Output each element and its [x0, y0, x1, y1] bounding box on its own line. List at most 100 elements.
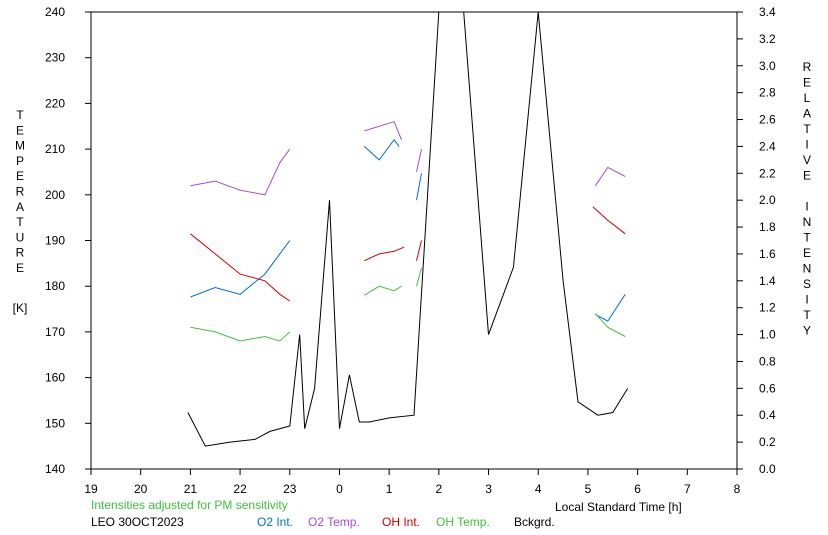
right-tick-label: 0.2: [759, 435, 776, 449]
right-tick-label: 2.4: [759, 139, 776, 153]
right-axis-title-letter: T: [803, 231, 811, 245]
right-tick-label: 1.4: [759, 274, 776, 288]
legend-bckgrd: Bckgrd.: [514, 515, 555, 529]
series-segment: [190, 148, 291, 196]
x-tick-label: 23: [283, 482, 297, 496]
legend-o2-temp: O2 Temp.: [308, 515, 360, 529]
x-tick-label: 2: [436, 482, 443, 496]
series-segment: [595, 294, 626, 322]
right-axis-title-letter: T: [803, 122, 811, 136]
series-segment: [190, 240, 291, 298]
right-tick-label: 2.6: [759, 113, 776, 127]
series-oh-int: [190, 206, 626, 302]
right-tick-label: 1.2: [759, 301, 776, 315]
right-tick-label: 3.4: [759, 5, 776, 19]
right-axis-title-letter: S: [803, 277, 811, 291]
right-tick-label: 0.6: [759, 381, 776, 395]
x-axis-ticks: 19 20 21 22 23 0 1 2 3 4 5 6 7 8: [84, 469, 741, 496]
right-tick-label: 0.4: [759, 408, 776, 422]
left-axis-title-letter: R: [16, 185, 25, 199]
right-tick-label: 3.0: [759, 59, 776, 73]
right-axis-title-letter: A: [803, 107, 811, 121]
series-bckgrd: [187, 11, 629, 447]
left-axis-title-letter: P: [16, 154, 24, 168]
right-axis-title-letter: T: [803, 308, 811, 322]
left-tick-label: 230: [45, 51, 65, 65]
right-tick-label: 0.0: [759, 462, 776, 476]
x-tick-label: 0: [336, 482, 343, 496]
series-segment: [363, 138, 400, 161]
series-segment: [364, 121, 403, 141]
left-axis-title-letter: T: [16, 215, 24, 229]
left-tick-label: 190: [45, 234, 65, 248]
left-tick-label: 220: [45, 96, 65, 110]
left-tick-label: 150: [45, 416, 65, 430]
left-tick-label: 170: [45, 325, 65, 339]
x-tick-label: 22: [233, 482, 247, 496]
right-axis-title-letter: V: [803, 153, 811, 167]
left-axis-ticks: 140 150 160 170 180 190 200 210 220 230 240: [45, 5, 91, 476]
left-axis-title-letter: T: [16, 108, 24, 122]
data-series: [187, 11, 629, 447]
x-tick-label: 7: [684, 482, 691, 496]
station-date: LEO 30OCT2023: [91, 515, 184, 529]
x-tick-label: 4: [535, 482, 542, 496]
series-segment: [592, 206, 626, 235]
right-tick-label: 2.2: [759, 166, 776, 180]
right-axis-title-letter: I: [805, 293, 808, 307]
left-axis-title-letter: E: [16, 261, 24, 275]
left-tick-label: 200: [45, 188, 65, 202]
right-tick-label: 2.0: [759, 193, 776, 207]
left-axis-title-letter: E: [16, 169, 24, 183]
right-tick-label: 1.0: [759, 328, 776, 342]
right-axis-title-letter: E: [803, 76, 811, 90]
right-axis-title-letter: Y: [803, 324, 811, 338]
x-tick-label: 19: [84, 482, 98, 496]
left-axis-title-letter: M: [15, 139, 25, 153]
left-axis-unit: [K]: [13, 301, 28, 315]
series-oh-temp: [190, 267, 626, 342]
right-axis-title-letter: L: [804, 91, 811, 105]
left-axis-title-letter: A: [16, 200, 24, 214]
x-tick-label: 3: [485, 482, 492, 496]
series-segment: [364, 246, 405, 262]
x-tick-label: 21: [184, 482, 198, 496]
left-tick-label: 210: [45, 142, 65, 156]
x-tick-label: 5: [585, 482, 592, 496]
series-segment: [190, 233, 291, 302]
series-o2-int: [190, 138, 626, 322]
x-tick-label: 8: [734, 482, 741, 496]
right-axis-title-letter: I: [805, 138, 808, 152]
right-axis-title-letter: I: [805, 200, 808, 214]
series-segment: [416, 173, 422, 201]
legend-oh-int: OH Int.: [382, 515, 421, 529]
series-o2-temp: [190, 121, 626, 196]
sensitivity-note: Intensities adjusted for PM sensitivity: [91, 498, 288, 512]
left-tick-label: 140: [45, 462, 65, 476]
right-tick-label: 1.8: [759, 220, 776, 234]
left-tick-label: 180: [45, 279, 65, 293]
right-tick-label: 1.6: [759, 247, 776, 261]
left-axis-title-letter: R: [16, 246, 25, 260]
right-tick-label: 2.8: [759, 86, 776, 100]
left-axis-title-letter: U: [16, 230, 25, 244]
x-tick-label: 6: [634, 482, 641, 496]
series-segment: [416, 267, 422, 287]
right-tick-label: 3.2: [759, 32, 776, 46]
legend-oh-temp: OH Temp.: [436, 515, 490, 529]
right-axis-title-letter: E: [803, 169, 811, 183]
right-axis-title-letter: E: [803, 246, 811, 260]
plot-frame: [90, 11, 738, 470]
left-axis-title-letter: E: [16, 123, 24, 137]
legend-o2-int: O2 Int.: [257, 515, 294, 529]
left-tick-label: 240: [45, 5, 65, 19]
series-segment: [595, 313, 626, 337]
left-tick-label: 160: [45, 371, 65, 385]
right-axis-ticks: 0.0 0.2 0.4 0.6 0.8 1.0 1.2 1.4 1.6 1.8 2.0 2.2 2.4 2…: [737, 5, 776, 476]
series-segment: [416, 240, 422, 261]
series-segment: [594, 166, 626, 186]
series-segment: [190, 326, 291, 342]
x-axis-label: Local Standard Time [h]: [555, 500, 682, 514]
